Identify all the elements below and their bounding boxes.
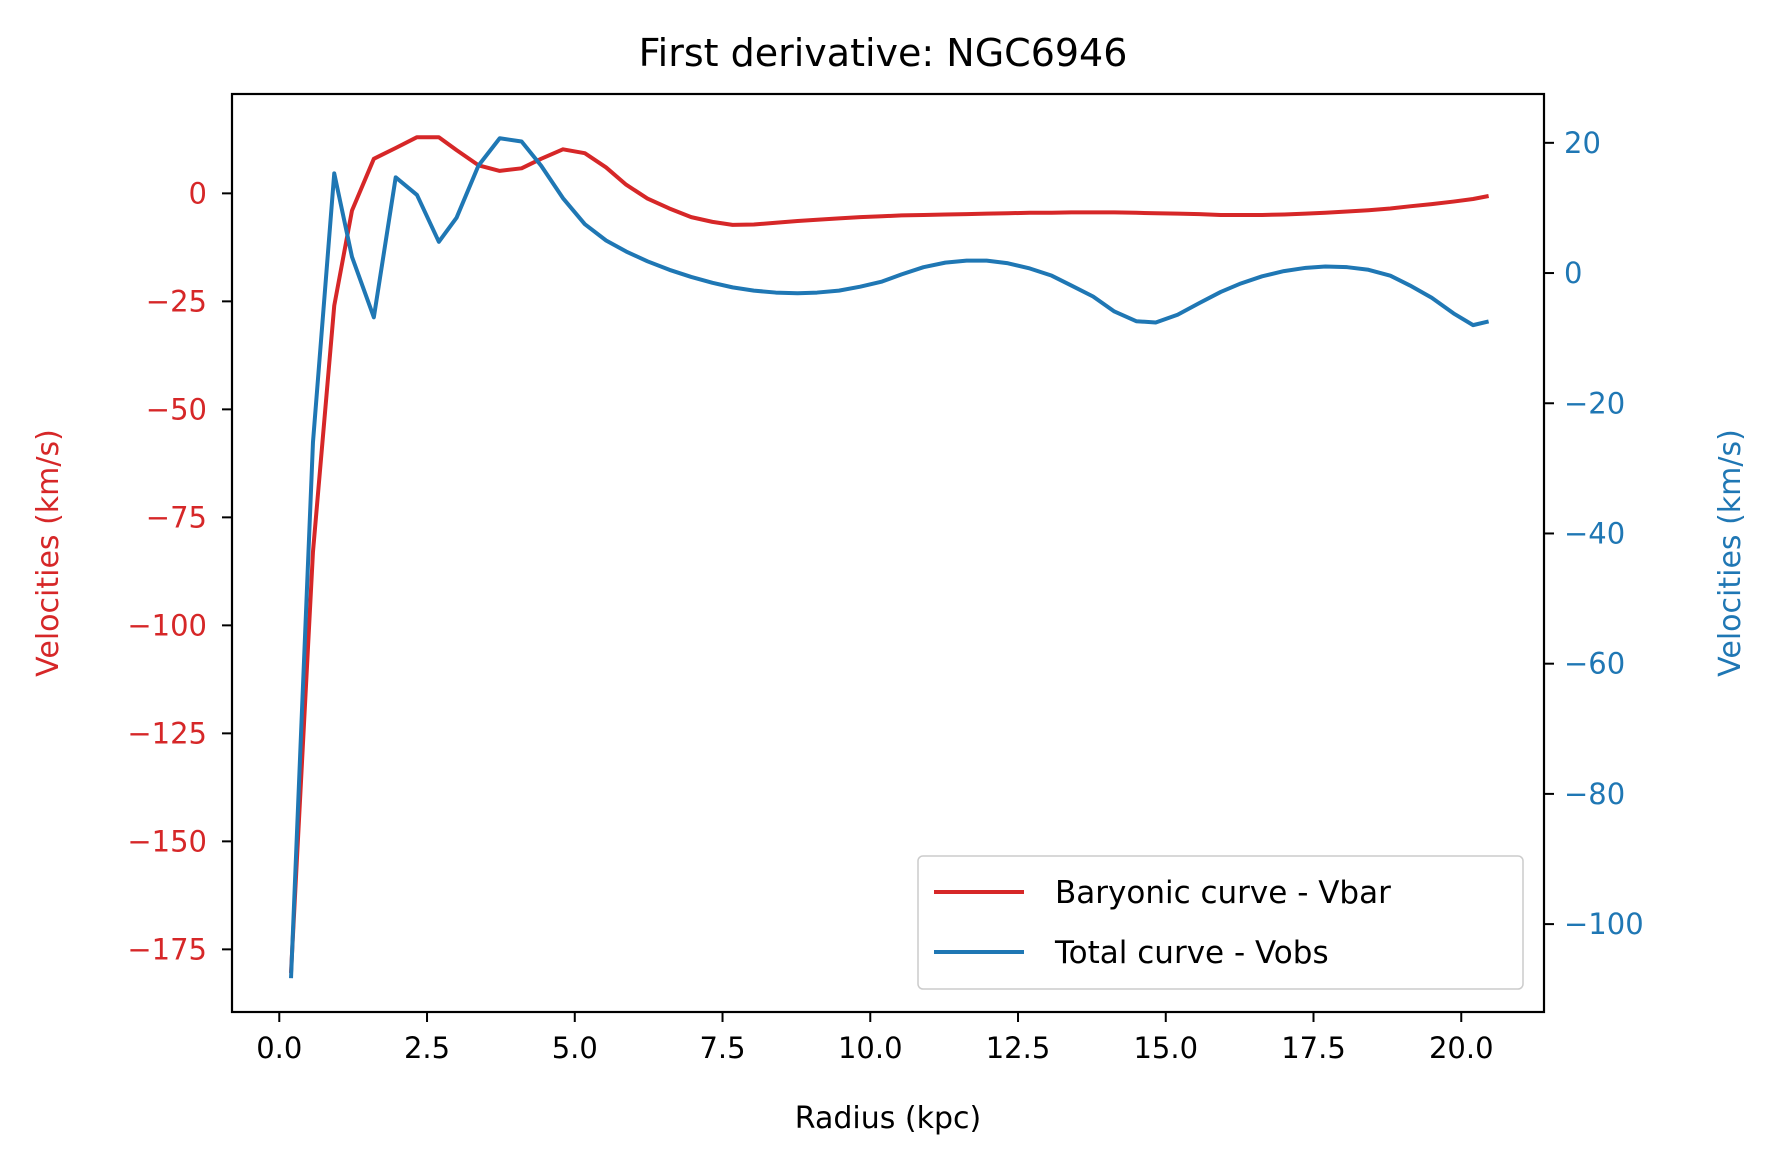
x-tick-label: 5.0: [552, 1031, 598, 1065]
series-line-baryonic: [288, 135, 1490, 974]
legend-box: [917, 855, 1524, 990]
legend: Baryonic curve - Vbar Total curve - Vobs: [917, 855, 1524, 990]
y-left-tick-label: −125: [127, 716, 207, 750]
y-left-tick-label: −75: [146, 500, 207, 534]
y-left-tick-label: −100: [127, 608, 207, 642]
y-right-tick-label: 0: [1564, 256, 1582, 290]
plot-area: [288, 135, 1490, 979]
x-tick-label: 2.5: [404, 1031, 450, 1065]
chart-title: First derivative: NGC6946: [639, 31, 1128, 75]
y-axis-left-label: Velocities (km/s): [31, 429, 66, 677]
y-right-tick-label: −100: [1564, 907, 1644, 941]
x-tick-label: 0.0: [256, 1031, 302, 1065]
y-right-tick-label: −60: [1564, 647, 1625, 681]
x-tick-label: 7.5: [699, 1031, 745, 1065]
legend-label-baryonic: Baryonic curve - Vbar: [1055, 875, 1391, 911]
axes: 0.0 2.5 5.0 7.5 10.0 12.5 15.0 17.5 20.0 0 −25 −50 −…: [127, 126, 1643, 1065]
y-left-tick-label: −150: [127, 824, 207, 858]
x-tick-label: 15.0: [1133, 1031, 1198, 1065]
y-right-tick-label: −80: [1564, 777, 1625, 811]
plot-frame: [230, 92, 1546, 1014]
y-left-tick-label: −175: [127, 932, 207, 966]
y-axis-right-label: Velocities (km/s): [1713, 429, 1748, 677]
y-left-tick-label: −50: [146, 392, 207, 426]
x-tick-label: 12.5: [986, 1031, 1051, 1065]
series-line-total: [289, 136, 1490, 979]
y-left-tick-label: 0: [189, 176, 207, 210]
y-right-tick-label: −20: [1564, 386, 1625, 420]
x-axis-label: Radius (kpc): [795, 1101, 981, 1136]
legend-label-total: Total curve - Vobs: [1054, 935, 1329, 971]
y-right-tick-label: 20: [1564, 126, 1601, 160]
y-right-tick-label: −40: [1564, 516, 1625, 550]
x-tick-label: 17.5: [1281, 1031, 1346, 1065]
x-tick-label: 10.0: [838, 1031, 903, 1065]
x-tick-label: 20.0: [1429, 1031, 1494, 1065]
y-left-tick-label: −25: [146, 284, 207, 318]
